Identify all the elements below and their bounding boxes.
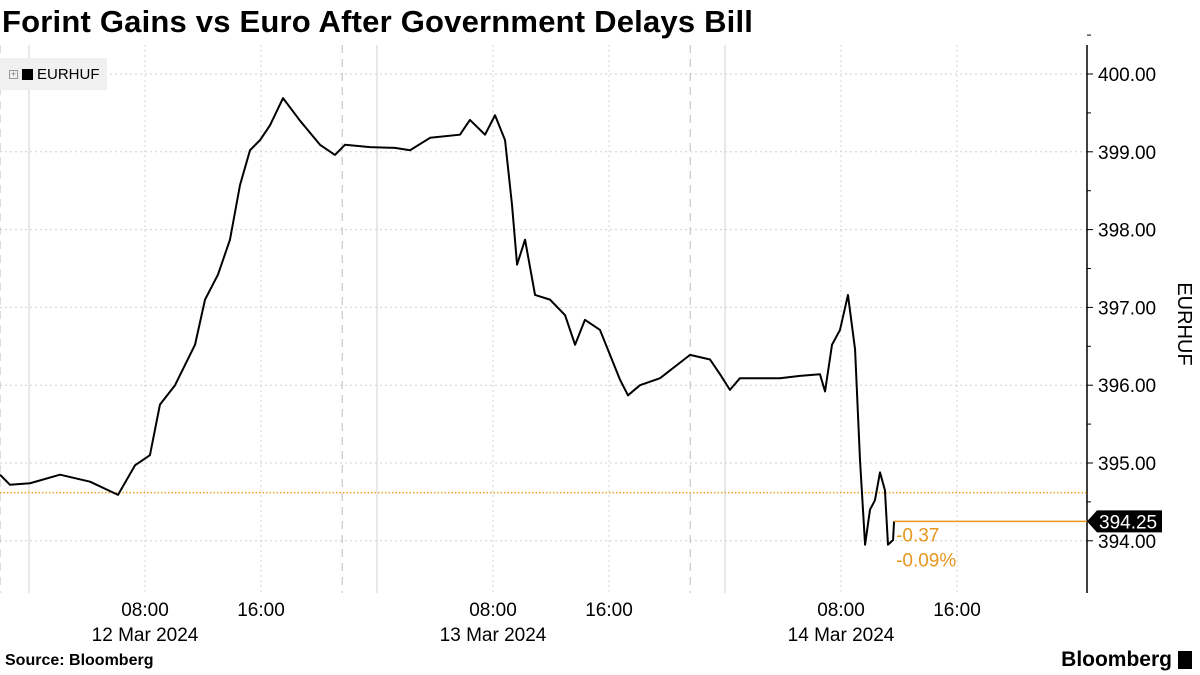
x-date-label: 12 Mar 2024	[92, 625, 199, 646]
x-tick-label: 16:00	[237, 600, 285, 621]
x-tick-label: 08:00	[817, 600, 865, 621]
y-tick-label: 397.00	[1098, 298, 1156, 319]
y-tick-label: 395.00	[1098, 454, 1156, 475]
expand-icon[interactable]: +	[9, 68, 18, 79]
x-tick-label: 08:00	[121, 600, 169, 621]
last-value-label: 394.25	[1099, 512, 1157, 533]
legend-label: EURHUF	[37, 65, 100, 83]
y-tick-label: 400.00	[1098, 65, 1156, 86]
last-value-badge	[1087, 510, 1162, 533]
eurhuf-line	[0, 97, 896, 546]
y-tick-label: 396.00	[1098, 376, 1156, 397]
x-date-label: 14 Mar 2024	[788, 625, 895, 646]
x-tick-label: 16:00	[933, 600, 981, 621]
x-date-label: 13 Mar 2024	[440, 625, 547, 646]
legend-swatch	[22, 68, 33, 80]
y-axis-label: EURHUF	[1173, 282, 1195, 365]
x-tick-label: 08:00	[469, 600, 517, 621]
brand-name: Bloomberg	[1061, 648, 1172, 671]
y-tick-label: 398.00	[1098, 221, 1156, 242]
chart-title: Forint Gains vs Euro After Government De…	[2, 4, 754, 39]
source-note: Source: Bloomberg	[5, 652, 154, 669]
x-tick-label: 16:00	[585, 600, 633, 621]
y-tick-label: 399.00	[1098, 143, 1156, 164]
legend: + EURHUF	[0, 58, 107, 90]
y-tick-label: 394.00	[1098, 532, 1156, 553]
bloomberg-terminal-icon	[1178, 651, 1192, 669]
bloomberg-logo: Bloomberg	[1061, 648, 1192, 672]
change-label: -0.37	[896, 525, 939, 546]
change-percent-label: -0.09%	[896, 550, 956, 571]
